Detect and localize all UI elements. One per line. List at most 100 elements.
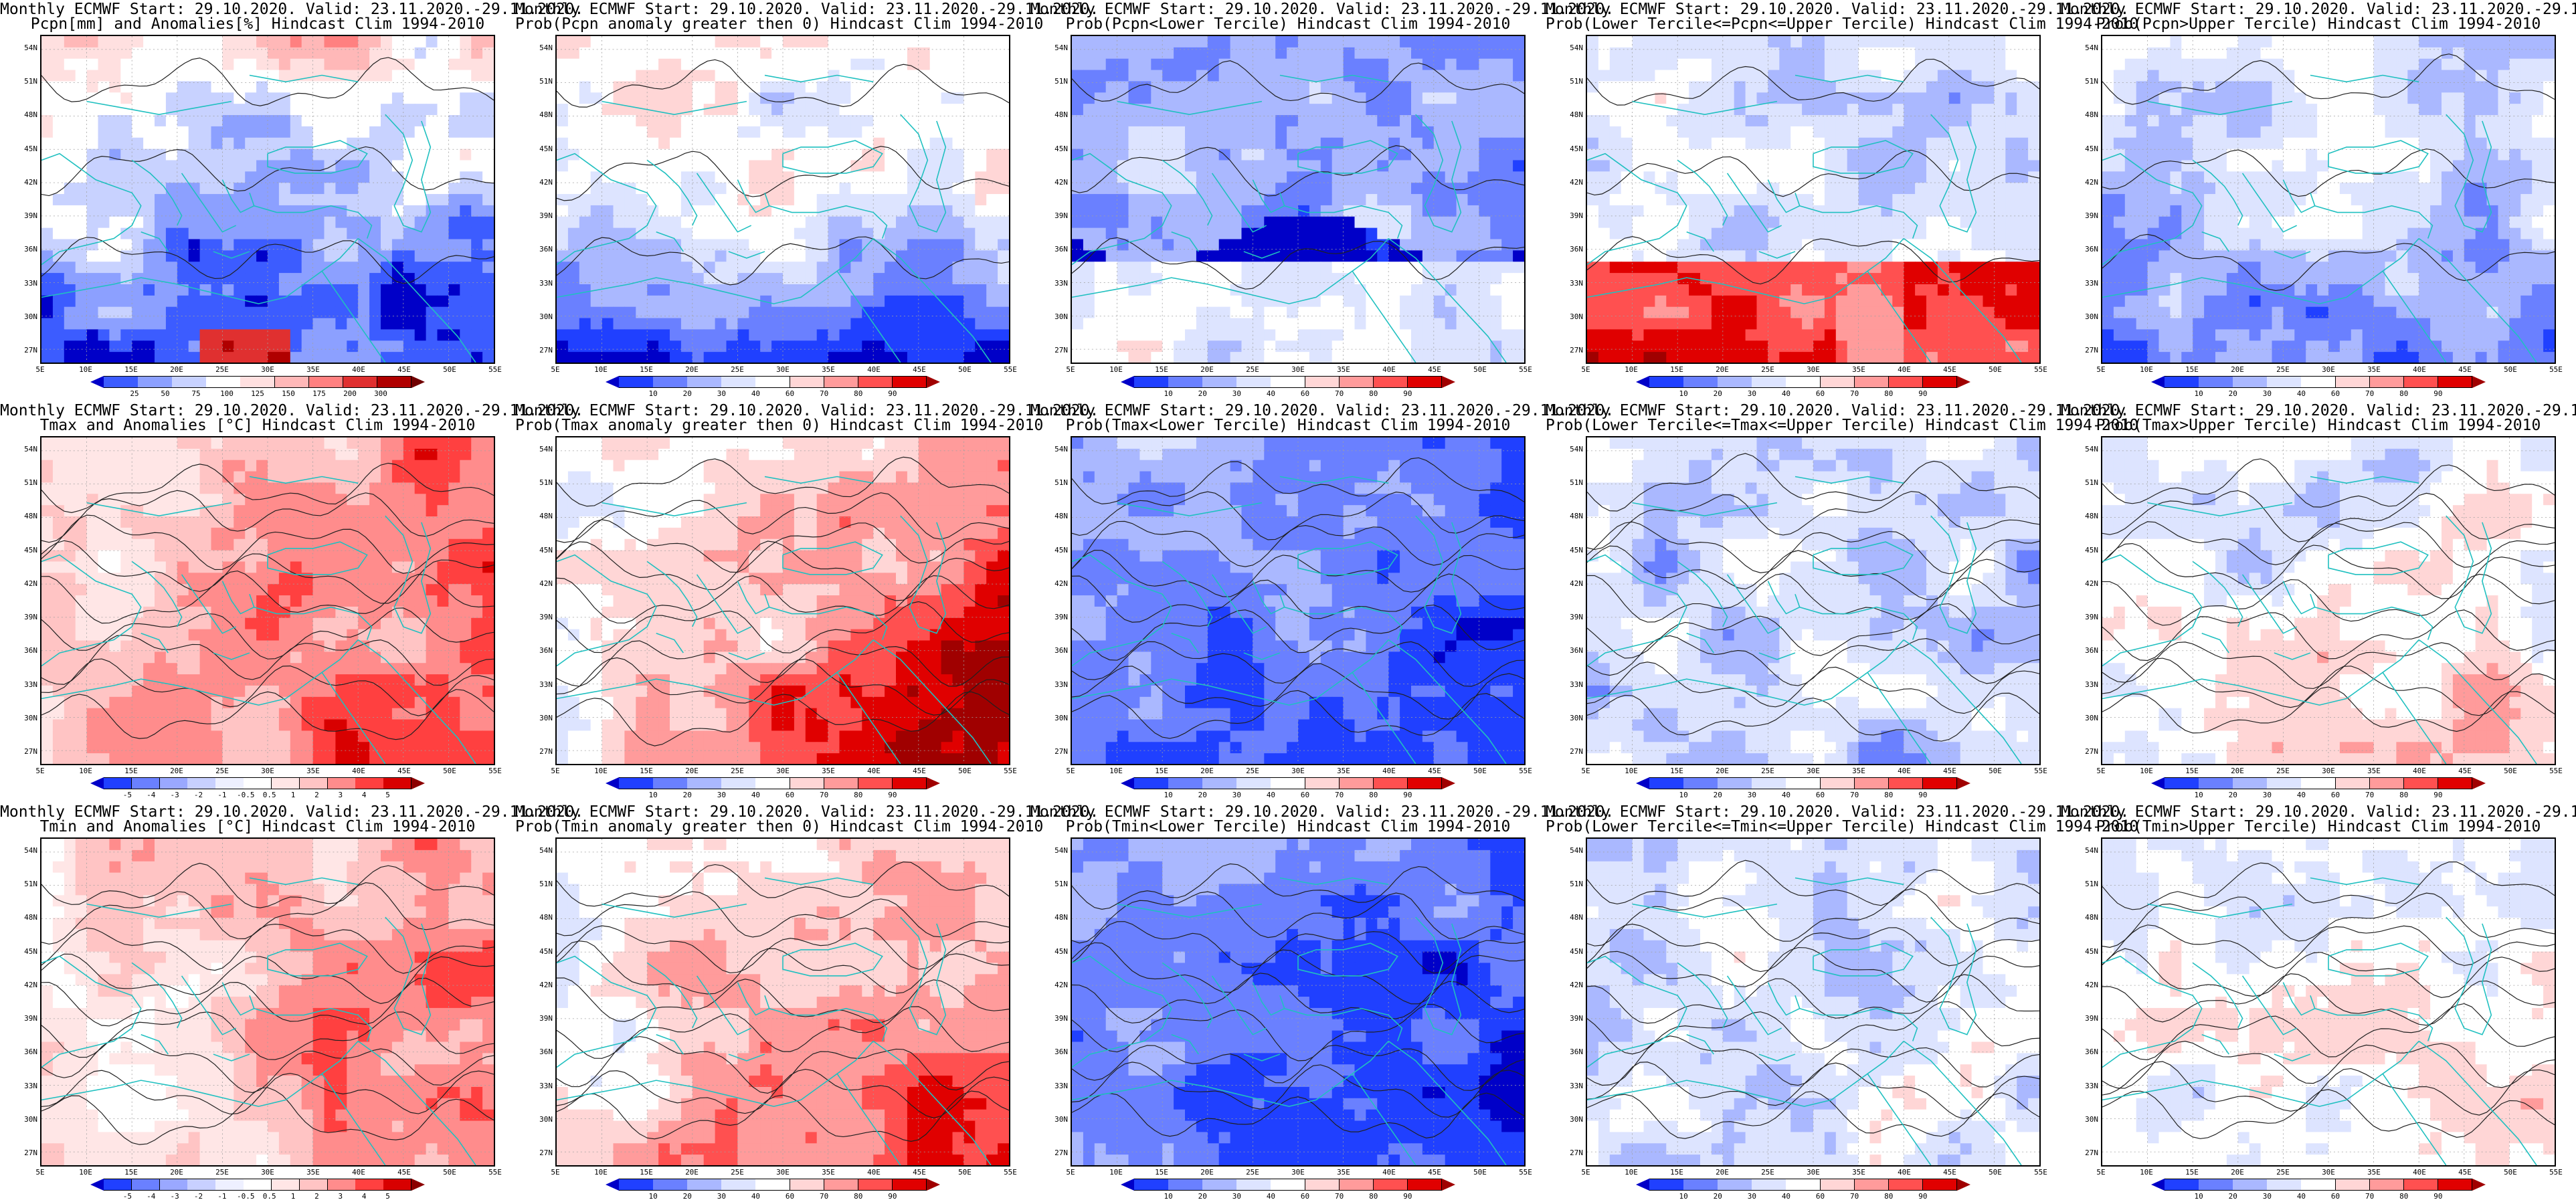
contour-lines [1072, 863, 1524, 1138]
coastlines [1072, 74, 1507, 363]
map-panel: Monthly ECMWF Start: 29.10.2020. Valid: … [515, 803, 1099, 1204]
colorbar-tick-label: 20 [1713, 791, 1722, 799]
map-area [2101, 436, 2556, 765]
lon-label: 40E [1898, 1168, 1911, 1177]
colorbar-tick-label: 60 [1815, 791, 1825, 799]
lon-label: 25E [2276, 1168, 2290, 1177]
panel-title-line1: Monthly ECMWF Start: 29.10.2020. Valid: … [2061, 1, 2576, 18]
lat-label: 45N [1054, 144, 1068, 153]
coastlines [557, 476, 992, 764]
colorbar-max-arrow [927, 376, 940, 388]
lon-label: 25E [2276, 767, 2290, 775]
lon-label: 20E [1200, 767, 1214, 775]
lon-label: 10E [1625, 1168, 1638, 1177]
map-panel: Monthly ECMWF Start: 29.10.2020. Valid: … [0, 0, 583, 401]
colorbar-min-arrow [1636, 376, 1649, 388]
colorbar-min-arrow [1636, 777, 1649, 789]
lon-label: 55E [2034, 1168, 2047, 1177]
colorbar-swatch [2165, 1179, 2199, 1191]
graticule [2102, 839, 2555, 1165]
colorbar-tick-label: 20 [682, 791, 692, 799]
colorbar-swatch [858, 376, 893, 388]
colorbar: -5 -4 -3 -2 -1 -0.5 0.5 1 2 3 4 5 [90, 1179, 425, 1201]
lat-label: 45N [1054, 946, 1068, 956]
colorbar-tick-label: 40 [2296, 1192, 2306, 1201]
lon-label: 15E [1670, 365, 1683, 374]
colorbar-swatch [187, 1179, 216, 1191]
lon-label: 30E [1291, 767, 1305, 775]
graticule [41, 437, 494, 764]
colorbar-swatch [687, 376, 722, 388]
colorbar-swatch [1168, 777, 1203, 789]
lon-label: 20E [685, 1168, 699, 1177]
lon-label: 5E [1066, 365, 1075, 374]
colorbar-swatch [299, 777, 329, 789]
lat-label: 27N [1054, 346, 1068, 355]
lat-label: 39N [24, 1014, 37, 1023]
lon-label: 15E [640, 365, 653, 374]
colorbar-swatch [1168, 1179, 1203, 1191]
colorbar-tick-label: 90 [1403, 1192, 1412, 1201]
lat-label: 54N [24, 445, 37, 454]
map-area [555, 436, 1010, 765]
lon-label: 55E [2034, 365, 2047, 374]
lat-label: 42N [539, 980, 553, 989]
lat-label: 51N [1570, 478, 1583, 488]
map-area [40, 837, 495, 1167]
lon-label: 40E [1382, 1168, 1396, 1177]
colorbar-swatch [721, 777, 756, 789]
coastlines [2102, 476, 2537, 764]
lon-label: 55E [2549, 365, 2563, 374]
lat-label: 51N [1570, 880, 1583, 889]
lon-label: 30E [1807, 767, 1820, 775]
colorbar-max-arrow [1442, 777, 1455, 789]
lon-label: 30E [2322, 1168, 2335, 1177]
lat-label: 33N [539, 680, 553, 689]
contour-lines [41, 57, 494, 284]
colorbar-swatch [1373, 376, 1408, 388]
shaded-field [2102, 839, 2555, 1165]
lat-label: 36N [24, 1047, 37, 1057]
colorbar-swatch [2437, 1179, 2473, 1191]
panel-title-line2: Prob(Tmin<Lower Tercile) Hindcast Clim 1… [1065, 818, 1511, 835]
lon-label: 10E [1625, 767, 1638, 775]
colorbar-tick-label: 70 [820, 389, 829, 398]
colorbar-tick-label: 2 [314, 791, 319, 799]
map-panel: Monthly ECMWF Start: 29.10.2020. Valid: … [2061, 803, 2576, 1204]
lat-label: 27N [539, 346, 553, 355]
lat-label: 36N [1570, 1047, 1583, 1057]
map-area [555, 35, 1010, 364]
lon-label: 50E [1473, 365, 1487, 374]
lon-label: 20E [685, 767, 699, 775]
colorbar-swatch [755, 1179, 791, 1191]
colorbar-tick-label: 300 [374, 389, 387, 398]
lon-label: 40E [867, 1168, 881, 1177]
lon-label: 45E [397, 767, 411, 775]
coastlines [1587, 476, 2022, 764]
lat-label: 36N [1054, 646, 1068, 656]
lon-label: 50E [958, 365, 972, 374]
lat-label: 36N [24, 245, 37, 254]
colorbar-tick-label: 200 [343, 389, 357, 398]
colorbar-max-arrow [927, 1179, 940, 1191]
lon-label: 30E [1291, 1168, 1305, 1177]
colorbar-tick-label: 20 [1713, 1192, 1722, 1201]
lat-label: 36N [2085, 646, 2098, 656]
lat-label: 30N [1054, 713, 1068, 722]
lat-label: 33N [24, 1081, 37, 1090]
colorbar-swatch [1305, 777, 1340, 789]
colorbar-swatch [653, 1179, 688, 1191]
colorbar-swatch [1236, 376, 1271, 388]
colorbar-max-arrow [1957, 376, 1970, 388]
lon-label: 40E [2413, 365, 2426, 374]
panel-title-line1: Monthly ECMWF Start: 29.10.2020. Valid: … [1030, 402, 1615, 419]
lon-label: 20E [685, 365, 699, 374]
lon-label: 40E [352, 1168, 365, 1177]
colorbar-tick-label: 90 [1403, 791, 1412, 799]
lat-label: 33N [1570, 680, 1583, 689]
colorbar-tick-label: 5 [385, 791, 390, 799]
lon-label: 10E [1109, 767, 1123, 775]
lon-label: 25E [731, 1168, 744, 1177]
colorbar-tick-label: 20 [682, 389, 692, 398]
panel-title-line1: Monthly ECMWF Start: 29.10.2020. Valid: … [1546, 402, 2130, 419]
